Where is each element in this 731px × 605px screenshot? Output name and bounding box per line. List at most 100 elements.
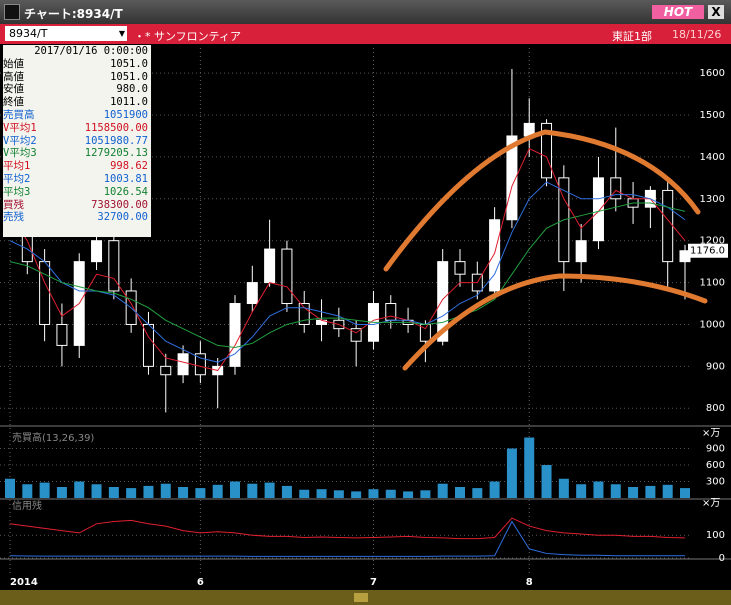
y-tick-label: 1100 (700, 278, 725, 289)
y-tick-label: 100 (706, 530, 725, 541)
info-row: 平均3 1026.54 (3, 186, 151, 199)
line (9, 202, 686, 349)
candle-body (177, 353, 189, 376)
candle-body (194, 353, 206, 376)
y-tick-label: 1400 (700, 152, 725, 163)
volume-bar (680, 488, 690, 498)
y-tick-label: 0 (719, 553, 725, 564)
annotation-arcs (383, 129, 708, 371)
volume-bar (281, 485, 292, 498)
y-tick-label: 900 (706, 361, 725, 372)
candle-body (298, 303, 310, 325)
candle-body (437, 261, 449, 342)
info-value: 32700.00 (97, 211, 148, 224)
candle-body (160, 365, 172, 376)
info-value: 1051980.77 (84, 134, 148, 147)
info-row: 平均2 1003.81 (3, 173, 151, 186)
info-label: 安値 (3, 83, 24, 96)
volume-bar (368, 489, 379, 498)
candle-body (610, 177, 622, 200)
info-row: 売買高 1051900 (3, 109, 151, 122)
volume-bar (593, 481, 604, 498)
volume-bar (420, 490, 431, 498)
symbol-combo[interactable]: 8934/T ▼ (5, 26, 127, 41)
info-row: 平均1 998.62 (3, 160, 151, 173)
volume-bar (610, 484, 621, 498)
hot-button[interactable]: HOT (652, 5, 704, 19)
info-label: 高値 (3, 70, 24, 83)
volume-bar (524, 437, 535, 498)
company-name: ・* サンフロンティア (134, 30, 242, 43)
toolbar: 8934/T ▼ ・* サンフロンティア 東証1部 18/11/26 (0, 24, 731, 44)
info-row: 売残 32700.00 (3, 211, 151, 224)
volume-bar (264, 482, 275, 498)
candle-body (264, 248, 276, 284)
info-value: 1051.0 (110, 70, 148, 83)
price-tag-box (688, 243, 728, 258)
info-row: 高値 1051.0 (3, 71, 151, 84)
info-row: V平均1 1158500.00 (3, 122, 151, 135)
close-button[interactable]: X (708, 5, 724, 19)
volume-bar (385, 489, 396, 498)
candle-body (385, 303, 397, 321)
info-value: 1051.0 (110, 57, 148, 70)
combo-arrow: ▼ (118, 29, 125, 38)
info-value: 1003.81 (103, 172, 148, 185)
y-tick-label: 800 (706, 403, 725, 414)
volume-bar (74, 481, 85, 498)
y-tick-label: 1000 (700, 319, 725, 330)
volume-bar (299, 489, 310, 498)
volume-bar (108, 487, 119, 498)
scroll-thumb[interactable] (354, 593, 368, 602)
candle-body (350, 328, 362, 342)
line (9, 520, 685, 557)
volume-bar (403, 491, 414, 498)
candle-body (575, 240, 587, 263)
candle-body (91, 240, 103, 263)
volume-bar (178, 487, 189, 498)
y-tick-label: 900 (706, 444, 725, 455)
volume-bar (230, 481, 240, 498)
line (9, 517, 686, 540)
y-tick-label: 1300 (700, 194, 725, 205)
volume-bar (316, 489, 327, 498)
x-tick-label: 6 (197, 577, 204, 588)
candle-body (662, 189, 674, 263)
symbol: 8934/T (9, 27, 48, 40)
volume-bar (22, 484, 33, 498)
candle-body (56, 323, 68, 346)
candle-body (229, 303, 241, 367)
volume-bar (506, 448, 517, 498)
y-tick-label: 1200 (700, 236, 725, 247)
volume-bar (558, 478, 569, 498)
volume-bar (455, 487, 465, 498)
volume-bar (351, 491, 362, 498)
info-date: 2017/01/16 0:00:00 (34, 45, 148, 57)
volume-bar (333, 490, 344, 498)
x-tick-label: 2014 (10, 577, 38, 588)
unit-label: ×万 (702, 498, 720, 509)
volume-bar (437, 483, 448, 498)
candle-body (592, 177, 604, 242)
volume-bar (645, 485, 656, 498)
title-bar: チャート:8934/T HOT X (0, 0, 731, 24)
info-panel: 2017/01/16 0:00:00 始値 1051.0 高値 1051.0 安値 980… (3, 45, 151, 237)
info-value: 1011.0 (110, 96, 148, 109)
volume-bar (212, 484, 223, 498)
volume-bar (160, 483, 171, 498)
y-tick-label: 600 (706, 460, 725, 471)
x-tick-label: 7 (370, 577, 377, 588)
info-value: 1158500.00 (84, 121, 148, 134)
candle-body (281, 248, 293, 305)
y-tick-label: 1500 (700, 110, 725, 121)
info-row: 安値 980.0 (3, 83, 151, 96)
volume-bar (576, 484, 587, 498)
info-value: 738300.00 (91, 198, 148, 211)
info-value: 998.62 (110, 160, 148, 173)
info-label: 終値 (3, 96, 24, 109)
market: 東証1部 (612, 30, 652, 43)
info-row: 買残 738300.00 (3, 199, 151, 212)
unit-label: ×万 (702, 428, 720, 439)
candle-body (506, 135, 518, 221)
